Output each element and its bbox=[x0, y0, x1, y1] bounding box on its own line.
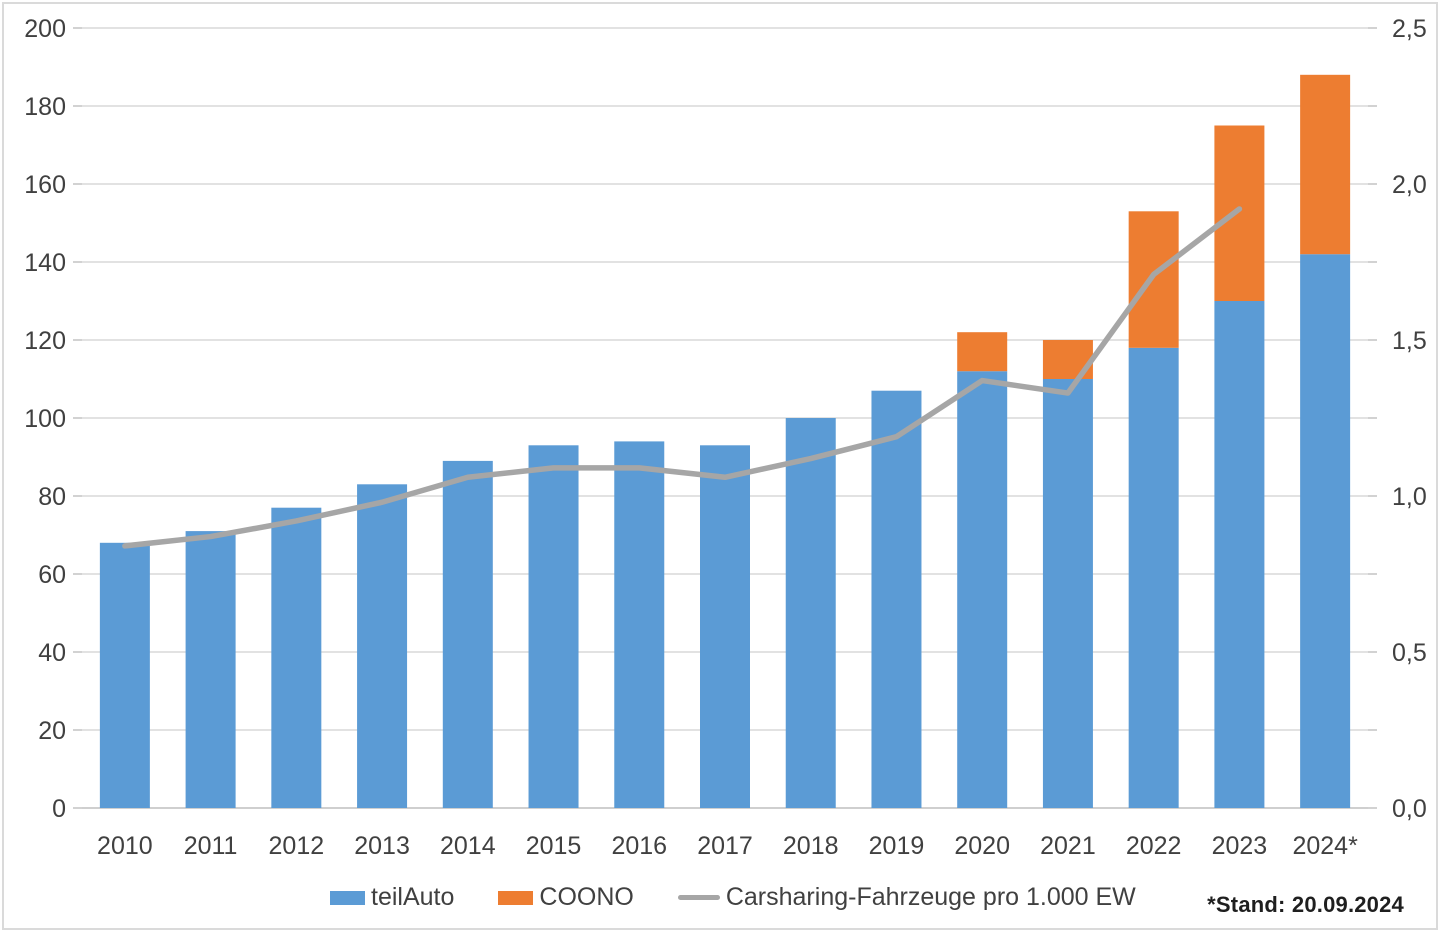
left-axis-label: 100 bbox=[24, 405, 66, 433]
x-axis-label: 2022 bbox=[1126, 832, 1182, 860]
legend-label-teilauto: teilAuto bbox=[371, 883, 455, 911]
x-axis-label: 2012 bbox=[269, 832, 325, 860]
left-axis-label: 120 bbox=[24, 327, 66, 355]
legend-item-coono: COONO bbox=[498, 883, 634, 912]
bar-teilauto-2020 bbox=[957, 371, 1008, 808]
left-axis-label: 140 bbox=[24, 249, 66, 277]
x-axis-label: 2018 bbox=[783, 832, 839, 860]
x-axis-label: 2015 bbox=[526, 832, 582, 860]
legend-item-trend-line: Carsharing-Fahrzeuge pro 1.000 EW bbox=[677, 883, 1136, 912]
bar-teilauto-2024* bbox=[1300, 254, 1351, 808]
left-axis-label: 0 bbox=[52, 795, 66, 823]
coono-swatch-icon bbox=[498, 890, 534, 905]
legend-label-trend-line: Carsharing-Fahrzeuge pro 1.000 EW bbox=[725, 883, 1136, 911]
trend-line bbox=[122, 206, 1243, 549]
x-axis-label: 2010 bbox=[97, 832, 153, 860]
right-axis-label: 0,0 bbox=[1392, 795, 1427, 823]
bar-teilauto-2019 bbox=[871, 390, 922, 808]
right-axis-label: 2,5 bbox=[1392, 15, 1427, 43]
x-axis-label: 2021 bbox=[1040, 832, 1096, 860]
data-status-footnote: *Stand: 20.09.2024 bbox=[1207, 892, 1404, 917]
bar-teilauto-2013 bbox=[357, 484, 408, 808]
x-axis-label: 2024* bbox=[1292, 832, 1358, 860]
left-axis-label: 80 bbox=[38, 483, 66, 511]
bar-coono-2020 bbox=[957, 332, 1008, 372]
legend-item-teilauto: teilAuto bbox=[330, 883, 454, 912]
x-axis-label: 2019 bbox=[869, 832, 925, 860]
left-axis-label: 160 bbox=[24, 171, 66, 199]
left-axis-label: 20 bbox=[38, 717, 66, 745]
teilauto-swatch-icon bbox=[330, 890, 365, 905]
bar-teilauto-2011 bbox=[185, 531, 236, 808]
x-axis-label: 2014 bbox=[440, 832, 496, 860]
trend-line-swatch-icon bbox=[677, 895, 720, 900]
x-axis-label: 2011 bbox=[184, 832, 238, 860]
x-axis-label: 2020 bbox=[954, 832, 1010, 860]
bar-teilauto-2012 bbox=[271, 507, 322, 808]
left-axis-label: 200 bbox=[24, 15, 66, 43]
x-axis-label: 2017 bbox=[697, 832, 753, 860]
left-axis-label: 180 bbox=[24, 93, 66, 121]
bar-coono-2023 bbox=[1214, 125, 1265, 301]
right-axis-label: 0,5 bbox=[1392, 639, 1427, 667]
left-axis-label: 60 bbox=[38, 561, 66, 589]
left-axis-label: 40 bbox=[38, 639, 66, 667]
bar-teilauto-2017 bbox=[700, 445, 750, 808]
bar-teilauto-2014 bbox=[442, 460, 493, 808]
bar-teilauto-2015 bbox=[528, 445, 579, 808]
right-axis-label: 2,0 bbox=[1392, 171, 1427, 199]
x-axis-label: 2023 bbox=[1212, 832, 1268, 860]
bar-coono-2024* bbox=[1300, 74, 1351, 255]
bar-teilauto-2018 bbox=[785, 418, 836, 808]
legend-label-coono: COONO bbox=[539, 883, 634, 911]
right-axis-label: 1,5 bbox=[1392, 327, 1427, 355]
bar-coono-2022 bbox=[1128, 211, 1179, 348]
bar-teilauto-2010 bbox=[99, 542, 150, 808]
bar-teilauto-2022 bbox=[1128, 347, 1179, 808]
bar-teilauto-2016 bbox=[614, 441, 665, 808]
bar-teilauto-2023 bbox=[1214, 301, 1265, 808]
chart-legend: teilAuto COONO Carsharing-Fahrzeuge pro … bbox=[330, 883, 1136, 912]
x-axis-label: 2016 bbox=[611, 832, 667, 860]
right-axis-label: 1,0 bbox=[1392, 483, 1427, 511]
bar-teilauto-2021 bbox=[1042, 379, 1093, 808]
x-axis-label: 2013 bbox=[354, 832, 410, 860]
